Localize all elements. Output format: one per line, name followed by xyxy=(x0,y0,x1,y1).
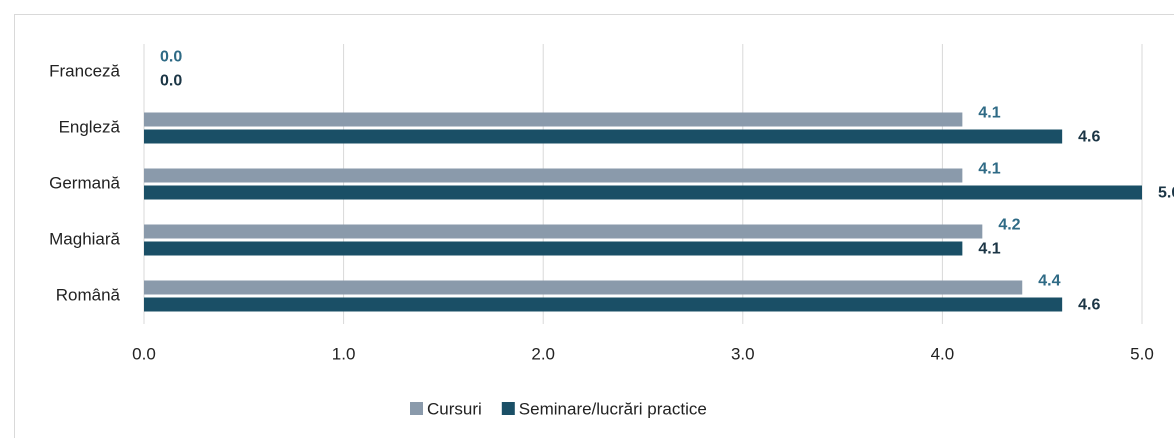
bar xyxy=(144,129,1063,144)
legend-label: Cursuri xyxy=(427,399,482,418)
y-tick-label: Română xyxy=(56,285,121,304)
value-label: 4.6 xyxy=(1078,129,1100,146)
bar xyxy=(144,297,1063,312)
x-tick-label: 0.0 xyxy=(132,344,156,363)
value-label: 4.6 xyxy=(1078,297,1100,314)
value-label: 4.1 xyxy=(978,161,1000,178)
y-tick-label: Maghiară xyxy=(49,229,120,248)
x-tick-label: 4.0 xyxy=(931,344,955,363)
bar xyxy=(144,185,1142,200)
bar xyxy=(144,168,963,183)
bar xyxy=(144,112,963,127)
bar xyxy=(144,280,1023,295)
value-label: 0.0 xyxy=(160,73,182,90)
value-label: 4.4 xyxy=(1038,273,1060,290)
value-label: 5.0 xyxy=(1158,185,1174,202)
value-label: 4.2 xyxy=(998,217,1020,234)
value-label: 0.0 xyxy=(160,49,182,66)
x-tick-label: 2.0 xyxy=(531,344,555,363)
y-tick-label: Engleză xyxy=(59,117,121,136)
bar xyxy=(144,224,983,239)
x-tick-label: 1.0 xyxy=(332,344,356,363)
y-tick-label: Germană xyxy=(49,173,120,192)
value-label: 4.1 xyxy=(978,241,1000,258)
legend-swatch xyxy=(501,402,515,415)
x-tick-label: 3.0 xyxy=(731,344,755,363)
bar xyxy=(144,241,963,256)
value-label: 4.1 xyxy=(978,105,1000,122)
legend-swatch xyxy=(410,402,423,415)
y-tick-label: Franceză xyxy=(49,61,120,80)
legend-label: Seminare/lucrări practice xyxy=(519,399,707,418)
chart-border xyxy=(14,14,1174,438)
x-tick-label: 5.0 xyxy=(1130,344,1154,363)
